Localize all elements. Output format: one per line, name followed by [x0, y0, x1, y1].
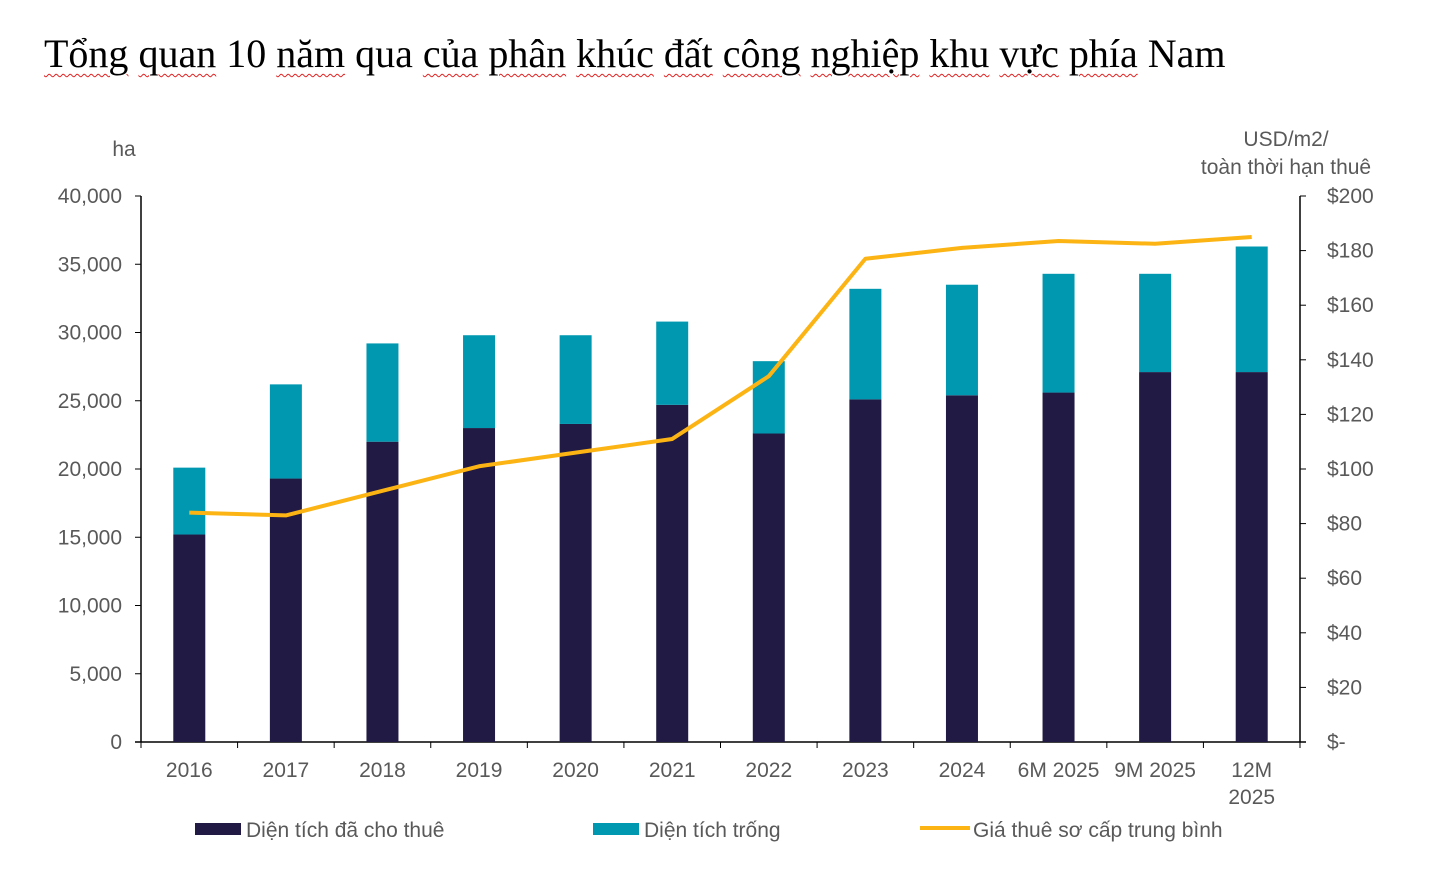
title-word: vực — [999, 31, 1059, 76]
title-word: nghiệp — [810, 31, 920, 76]
x-tick-label: 2016 — [166, 759, 213, 782]
title-word: 10 — [226, 31, 267, 76]
y-right-tick-label: $20 — [1327, 676, 1362, 699]
title-word: khu — [929, 31, 990, 76]
bar-vacant — [849, 288, 882, 400]
x-tick-label: 2021 — [649, 759, 696, 782]
y-right-tick-label: $80 — [1327, 513, 1362, 536]
bar-vacant — [1139, 273, 1172, 373]
legend-label: Diện tích trống — [644, 819, 781, 842]
x-tick-label: 2024 — [939, 759, 986, 782]
bar-leased — [752, 433, 785, 742]
legend-swatch-vacant — [593, 823, 639, 835]
title-word: khúc — [576, 31, 654, 76]
bar-vacant — [945, 284, 978, 396]
legend-swatch-leased — [195, 823, 241, 835]
y-tick-label: 0 — [110, 731, 122, 754]
title-word: qua — [355, 31, 413, 76]
bar-vacant — [173, 467, 206, 535]
y-right-tick-label: $160 — [1327, 294, 1374, 317]
y-tick-label: 35,000 — [58, 253, 122, 276]
line-rent — [189, 234, 1252, 518]
title-word: Nam — [1147, 31, 1226, 76]
y-right-tick-label: $100 — [1327, 458, 1374, 481]
bar-leased — [173, 534, 206, 742]
bar-vacant — [1042, 273, 1075, 393]
bar-leased — [463, 428, 496, 742]
bar-leased — [269, 478, 302, 742]
x-tick-label: 2023 — [842, 759, 889, 782]
x-tick-label: 2019 — [456, 759, 503, 782]
y-right-tick-label: $40 — [1327, 622, 1362, 645]
bar-vacant — [559, 335, 592, 424]
title-word: công — [722, 31, 801, 76]
x-tick-label: 2020 — [552, 759, 599, 782]
y-right-axis-label: toàn thời hạn thuê — [1201, 156, 1371, 179]
bar-vacant — [656, 321, 689, 405]
y-tick-label: 25,000 — [58, 390, 122, 413]
title-word: năm — [276, 31, 346, 76]
y-axis-label: ha — [112, 138, 136, 161]
x-tick-label: 2025 — [1228, 786, 1275, 809]
bar-leased — [559, 423, 592, 742]
x-tick-label: 2017 — [263, 759, 310, 782]
y-right-tick-label: $200 — [1327, 185, 1374, 208]
y-tick-label: 15,000 — [58, 526, 122, 549]
bar-leased — [656, 404, 689, 742]
y-right-tick-label: $60 — [1327, 567, 1362, 590]
y-right-tick-label: $180 — [1327, 240, 1374, 263]
y-tick-label: 30,000 — [58, 322, 122, 345]
y-tick-label: 10,000 — [58, 595, 122, 618]
x-tick-label: 12M — [1231, 759, 1272, 782]
bar-leased — [945, 395, 978, 742]
x-tick-label: 9M 2025 — [1114, 759, 1196, 782]
title-word: phía — [1068, 31, 1138, 76]
y-right-axis-label: USD/m2/ — [1243, 128, 1328, 151]
y-tick-label: 20,000 — [58, 458, 122, 481]
bar-leased — [1042, 392, 1075, 742]
bar-leased — [1139, 372, 1172, 742]
chart-title: Tổng quan 10 năm qua của phân khúc đất c… — [44, 30, 1225, 77]
legend-label: Giá thuê sơ cấp trung bình — [973, 819, 1223, 842]
x-tick-label: 2018 — [359, 759, 406, 782]
bar-vacant — [1235, 246, 1268, 373]
bar-vacant — [752, 361, 785, 434]
bar-leased — [849, 399, 882, 742]
y-right-tick-label: $- — [1327, 731, 1346, 754]
y-right-tick-label: $140 — [1327, 349, 1374, 372]
title-word: phân — [488, 31, 567, 76]
bar-leased — [1235, 372, 1268, 742]
x-tick-label: 6M 2025 — [1018, 759, 1100, 782]
bar-vacant — [366, 343, 399, 442]
x-tick-label: 2022 — [745, 759, 792, 782]
bar-vacant — [463, 335, 496, 429]
y-tick-label: 5,000 — [69, 663, 122, 686]
title-word: Tổng — [44, 31, 129, 76]
title-word: đất — [663, 31, 713, 76]
title-word: quan — [138, 31, 217, 76]
legend-label: Diện tích đã cho thuê — [246, 819, 444, 842]
bar-vacant — [269, 384, 302, 479]
title-word: của — [422, 31, 479, 76]
y-right-tick-label: $120 — [1327, 403, 1374, 426]
y-tick-label: 40,000 — [58, 185, 122, 208]
